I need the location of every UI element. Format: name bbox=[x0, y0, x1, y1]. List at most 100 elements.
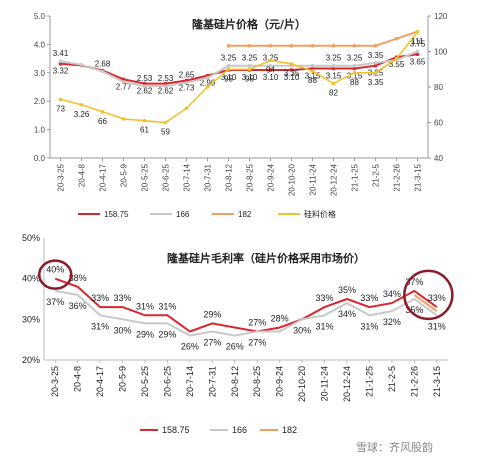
c2-x-tick-label: 20-8-25 bbox=[252, 366, 262, 397]
c2-data-label: 33% bbox=[316, 293, 334, 303]
c1-data-label: 3.26 bbox=[74, 110, 90, 119]
c1-series-point-3 bbox=[184, 106, 189, 111]
c1-data-label: 3.41 bbox=[53, 49, 69, 58]
c2-series-line-2 bbox=[413, 294, 438, 313]
c1-series-point-3 bbox=[289, 62, 294, 66]
c1-data-label: 3.15 bbox=[326, 72, 342, 81]
c1-data-label: 3.75 bbox=[410, 40, 426, 49]
c1-series-point-1 bbox=[79, 63, 84, 67]
c1-series-point-2 bbox=[331, 44, 336, 48]
c2-legend-label: 158.75 bbox=[162, 425, 190, 435]
c2-data-label: 40% bbox=[46, 265, 64, 275]
c1-data-label: 3.10 bbox=[284, 73, 300, 82]
c2-data-label: 33% bbox=[114, 293, 132, 303]
c1-left-tick-label: 5.0 bbox=[34, 12, 46, 21]
c1-right-tick-label: 80 bbox=[434, 83, 443, 92]
c1-x-tick-label: 21-1-25 bbox=[351, 163, 360, 191]
c1-data-label: 95 bbox=[245, 74, 254, 83]
c2-x-tick-label: 20-7-31 bbox=[207, 366, 217, 397]
c2-data-label: 31% bbox=[360, 321, 378, 331]
c1-series-point-3 bbox=[142, 118, 147, 123]
c2-x-tick-label: 20-12-24 bbox=[342, 366, 352, 402]
c2-data-label: 31% bbox=[428, 321, 446, 331]
c2-data-label: 34% bbox=[338, 309, 356, 319]
c1-legend-label: 166 bbox=[176, 210, 190, 219]
c1-series-point-1 bbox=[310, 63, 315, 68]
c2-x-tick-label: 20-11-24 bbox=[320, 366, 330, 401]
c1-series-point-1 bbox=[100, 69, 105, 74]
c1-x-tick-label: 20-6-25 bbox=[162, 163, 171, 191]
c1-data-label: 2.62 bbox=[137, 87, 153, 96]
c1-data-label: 3.25 bbox=[242, 54, 258, 63]
c1-series-point-3 bbox=[415, 30, 420, 34]
c1-data-label: 2.90 bbox=[200, 79, 216, 88]
c1-series-point-3 bbox=[331, 81, 336, 86]
c2-data-label: 37% bbox=[405, 277, 423, 287]
c1-data-label: 3.32 bbox=[53, 67, 69, 76]
c1-data-label: 3.65 bbox=[410, 57, 426, 66]
c1-series-line-2 bbox=[228, 30, 418, 47]
c1-data-label: 94 bbox=[266, 65, 275, 74]
c1-data-label: 3.35 bbox=[368, 78, 384, 87]
c2-legend-label: 166 bbox=[232, 425, 247, 435]
c1-data-label: 3.35 bbox=[368, 51, 384, 60]
c1-series-point-3 bbox=[226, 67, 231, 72]
c1-data-label: 111 bbox=[411, 37, 424, 46]
c1-series-point-0 bbox=[58, 61, 63, 66]
c1-data-label: 2.53 bbox=[158, 74, 174, 83]
c1-data-label: 3.10 bbox=[221, 73, 237, 82]
c2-title: 隆基硅片毛利率（硅片价格采用市场价） bbox=[167, 251, 365, 265]
c2-x-tick-label: 21-3-15 bbox=[432, 366, 442, 397]
c1-data-label: 3.25 bbox=[221, 54, 237, 63]
c1-x-tick-label: 20-8-25 bbox=[246, 163, 255, 191]
c1-x-tick-label: 21-3-15 bbox=[414, 163, 423, 191]
c1-data-label: 59 bbox=[161, 128, 170, 137]
c1-data-label: 88 bbox=[350, 78, 359, 87]
c2-data-label: 33% bbox=[91, 293, 109, 303]
c1-data-label: 3.25 bbox=[347, 54, 363, 63]
c2-data-label: 35% bbox=[338, 285, 356, 295]
c1-data-label: 2.53 bbox=[137, 74, 153, 83]
c1-right-tick-label: 120 bbox=[434, 12, 448, 21]
c2-y-tick-label: 30% bbox=[22, 314, 40, 324]
c1-series-point-2 bbox=[226, 44, 231, 48]
c1-series-line-3 bbox=[60, 31, 419, 124]
c1-right-tick-label: 100 bbox=[434, 48, 448, 57]
c1-series-point-2 bbox=[310, 44, 315, 48]
c1-series-point-3 bbox=[121, 117, 126, 121]
c1-series-point-2 bbox=[352, 44, 357, 48]
c2-x-tick-label: 20-7-14 bbox=[185, 366, 195, 397]
c2-x-tick-label: 20-8-12 bbox=[230, 366, 240, 397]
c1-series-point-1 bbox=[163, 84, 168, 88]
c1-series-point-1 bbox=[415, 49, 420, 54]
c2-data-label: 37% bbox=[46, 297, 64, 307]
c1-series-point-3 bbox=[268, 58, 273, 63]
c1-series-point-0 bbox=[121, 77, 126, 82]
watermark: 雪球：齐风股韵 bbox=[356, 436, 433, 455]
c1-series-point-2 bbox=[373, 44, 378, 48]
c1-data-label: 73 bbox=[56, 104, 65, 113]
c1-series-point-0 bbox=[331, 66, 336, 71]
c2-data-label: 31% bbox=[158, 301, 176, 311]
c1-x-tick-label: 20-9-24 bbox=[267, 163, 276, 191]
c1-x-tick-label: 20-4-17 bbox=[99, 163, 108, 191]
c2-x-tick-label: 20-5-9 bbox=[118, 366, 128, 392]
c1-series-point-2 bbox=[289, 44, 294, 48]
c1-series-point-1 bbox=[121, 80, 126, 84]
c1-series-point-1 bbox=[331, 63, 336, 68]
c1-series-point-2 bbox=[247, 44, 252, 48]
c1-series-point-0 bbox=[310, 66, 315, 71]
c1-series-point-1 bbox=[205, 76, 210, 80]
c2-data-label: 26% bbox=[181, 342, 199, 352]
c2-data-label: 30% bbox=[114, 325, 132, 335]
c1-left-tick-label: 2.0 bbox=[34, 97, 46, 106]
c1-title: 隆基硅片价格（元/片） bbox=[192, 17, 306, 31]
c1-x-tick-label: 20-12-24 bbox=[330, 163, 339, 196]
c2-data-label: 29% bbox=[136, 329, 154, 339]
c1-series-point-3 bbox=[373, 71, 378, 75]
c1-series-point-3 bbox=[163, 120, 168, 125]
c2-data-label: 33% bbox=[428, 293, 446, 303]
c2-data-label: 27% bbox=[203, 338, 221, 348]
c2-series-line-1 bbox=[55, 289, 438, 337]
c1-series-point-3 bbox=[100, 110, 105, 114]
